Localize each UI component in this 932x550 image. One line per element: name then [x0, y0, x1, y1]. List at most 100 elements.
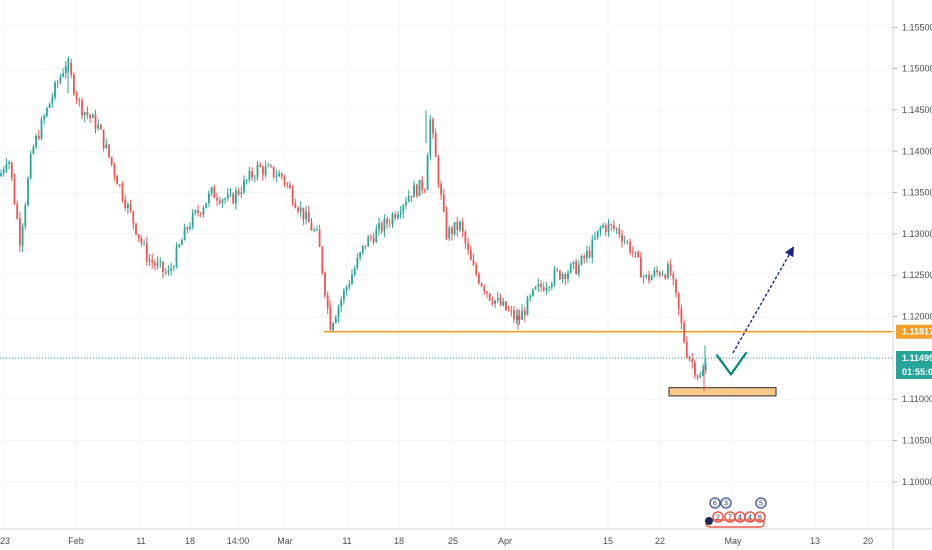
- candle-body: [556, 269, 559, 271]
- candle-body: [621, 234, 623, 242]
- candle-body: [326, 295, 329, 308]
- candles: [0, 56, 707, 391]
- news-flag-icon[interactable]: 6: [709, 497, 721, 509]
- candle-body: [70, 62, 73, 75]
- candle-body: [35, 135, 37, 147]
- candle-body: [159, 261, 162, 263]
- candle-body: [445, 211, 448, 239]
- candle-body: [429, 119, 432, 156]
- candle-body: [100, 124, 102, 130]
- candle-body: [307, 211, 310, 223]
- check-mark: [715, 351, 748, 376]
- candle-body: [124, 199, 127, 209]
- candle-body: [113, 164, 116, 176]
- candle-body: [448, 227, 451, 239]
- candle-body: [197, 210, 199, 213]
- candle-body: [696, 375, 699, 378]
- candle-body: [407, 195, 410, 202]
- candle-body: [210, 187, 213, 194]
- candle-body: [677, 292, 680, 310]
- candle-body: [451, 227, 453, 235]
- candle-body: [189, 226, 191, 230]
- candle-body: [94, 114, 97, 129]
- candle-body: [313, 230, 316, 231]
- forecast-arrow: [732, 246, 794, 354]
- countdown-badge: [896, 364, 932, 379]
- candle-body: [650, 275, 653, 281]
- candle-body: [199, 212, 202, 215]
- candle-body: [162, 261, 164, 273]
- candle-body: [89, 114, 91, 118]
- candle-body: [191, 213, 194, 227]
- news-flag-icon[interactable]: 3: [720, 497, 732, 509]
- y-tick-label: 1.11000: [902, 394, 932, 404]
- candle-body: [391, 214, 394, 225]
- candle-body: [426, 155, 429, 191]
- candle-body: [321, 246, 324, 273]
- candle-body: [253, 177, 256, 178]
- candle-body: [2, 169, 5, 174]
- candle-body: [688, 357, 691, 360]
- y-tick-label: 1.15000: [902, 64, 932, 74]
- candle-body: [364, 245, 367, 247]
- candle-body: [81, 100, 83, 116]
- candle-body: [410, 195, 413, 198]
- candle-body: [488, 293, 491, 301]
- candle-body: [664, 274, 667, 279]
- candle-body: [121, 184, 124, 200]
- candle-body: [656, 270, 658, 273]
- candle-body: [251, 171, 253, 178]
- y-axis[interactable]: 1.15500 1.15000 1.14500 1.14000 1.13500 1.130…: [893, 22, 932, 487]
- countdown-badge-label: 01:55:01: [902, 367, 932, 377]
- candle-body: [513, 310, 515, 320]
- candle-body: [280, 173, 283, 177]
- x-tick-label: 22: [655, 536, 665, 546]
- candle-body: [0, 173, 2, 177]
- grid-lines: [0, 0, 893, 529]
- candle-body: [229, 193, 232, 195]
- candle-body: [73, 74, 75, 94]
- candle-body: [143, 242, 145, 244]
- candle-body: [399, 212, 402, 215]
- candle-body: [610, 224, 613, 226]
- candle-body: [140, 237, 143, 243]
- current-price-badge: [896, 350, 932, 365]
- candle-body: [181, 240, 183, 245]
- candle-body: [494, 300, 496, 305]
- candle-body: [464, 231, 467, 244]
- candle-body: [507, 310, 510, 312]
- candle-body: [561, 274, 564, 280]
- candle-body: [102, 129, 105, 149]
- event-markers[interactable]: 6 3 52 7 4 4 6: [705, 497, 767, 528]
- candle-body: [629, 241, 631, 253]
- candle-body: [19, 218, 21, 246]
- candle-body: [302, 207, 305, 220]
- candle-body: [596, 230, 599, 238]
- candle-body: [367, 236, 370, 247]
- news-flag-icon[interactable]: 5: [755, 497, 767, 509]
- y-tick-label: 1.13000: [902, 229, 932, 239]
- candle-body: [529, 295, 532, 298]
- event-marker-label: 2: [716, 515, 720, 522]
- x-axis[interactable]: 23 Feb 11 18 14:00 Mar 11 18 25 Apr 15 22 May 13 20: [0, 536, 873, 546]
- x-tick-label: Mar: [277, 536, 293, 546]
- candle-body: [186, 227, 189, 230]
- y-tick-label: 1.10500: [902, 436, 932, 446]
- candle-body: [132, 211, 135, 224]
- candle-body: [658, 272, 661, 276]
- candle-body: [351, 274, 353, 285]
- candle-body: [83, 112, 86, 116]
- candle-body: [286, 183, 289, 185]
- candle-body: [540, 283, 542, 288]
- candle-body: [456, 222, 459, 231]
- candle-body: [402, 205, 405, 213]
- candle-body: [577, 264, 580, 275]
- demand-zone: [668, 387, 777, 397]
- candle-body: [137, 234, 140, 238]
- candle-body: [235, 190, 237, 204]
- candle-body: [5, 163, 8, 170]
- candle-body: [310, 222, 313, 231]
- support-price-badge-label: 1.11817: [902, 327, 932, 337]
